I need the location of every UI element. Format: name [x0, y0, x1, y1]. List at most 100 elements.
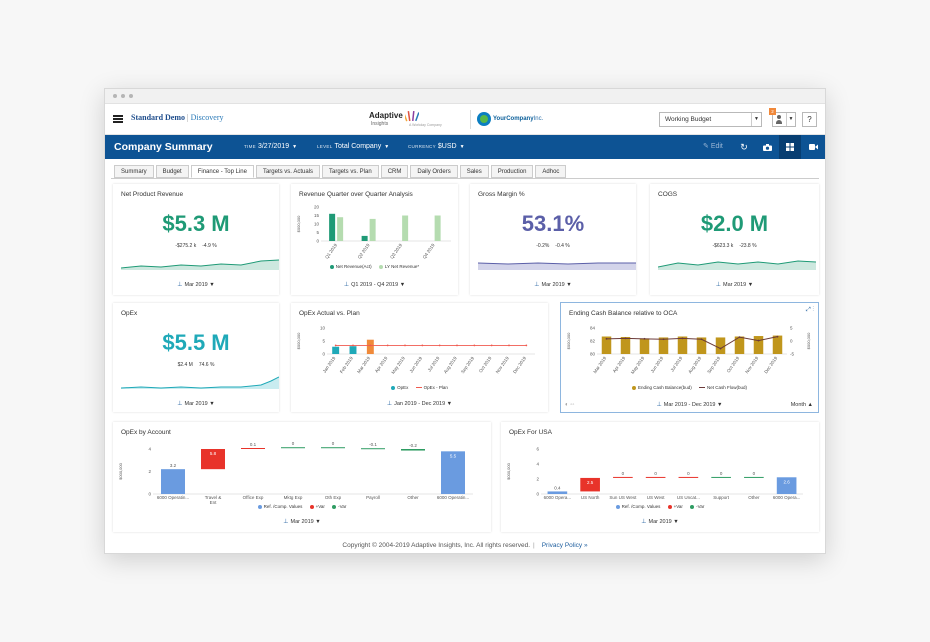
user-menu-button[interactable]: 2 ▼: [769, 108, 796, 127]
legend-item: LY Net Revenue*: [378, 264, 419, 269]
pin-icon: ⊥: [343, 282, 350, 288]
bar: [658, 337, 669, 354]
budget-select[interactable]: Working Budget ▼: [659, 112, 762, 127]
sparkline: [121, 376, 279, 389]
period-selector[interactable]: ⊥ Mar 2019 ▼: [715, 282, 754, 288]
tab-finance-top-line[interactable]: Finance - Top Line: [190, 165, 254, 178]
period-selector[interactable]: ⊥ Mar 2019 ▼: [177, 282, 215, 288]
card-net-product-revenue[interactable]: Net Product Revenue $5.3 M -$275.2 k -4.9…: [113, 184, 279, 295]
tab-adhoc[interactable]: Adhoc: [535, 165, 567, 178]
card-gross-margin[interactable]: Gross Margin % 53.1% -0.2% -0.4 % ⊥ Mar 20…: [470, 184, 636, 295]
y2-tick-label: 0: [790, 339, 793, 344]
card-opex[interactable]: OpEx $5.5 M $2.4 M 74.6 % ⊥ Mar 2019 ▼: [113, 303, 279, 412]
period-selector[interactable]: ⊥ Mar 2019 ▼: [177, 401, 215, 407]
card-revenue-qoq[interactable]: Revenue Quarter over Quarter Analysis 20…: [291, 184, 458, 295]
bar: [677, 336, 688, 354]
privacy-policy-link[interactable]: Privacy Policy »: [541, 542, 588, 549]
y-tick-label: 4: [148, 447, 151, 452]
refresh-icon[interactable]: ↻: [740, 141, 748, 152]
period-selector[interactable]: ⊥ Mar 2019 ▼: [534, 282, 572, 288]
grid-view-icon[interactable]: [779, 135, 801, 159]
period-selector[interactable]: ⊥ Q1 2019 - Q4 2019 ▼: [343, 282, 406, 288]
data-label: 0: [292, 441, 295, 446]
waterfall-bar: [580, 477, 600, 492]
card-opex-usa[interactable]: OpEx For USA 6 4 2 0 $000,000 0.4 6000 Opera..…: [501, 422, 819, 532]
app-title[interactable]: Standard Demo | Discovery: [131, 113, 224, 122]
camera-icon[interactable]: [756, 135, 778, 159]
granularity-selector[interactable]: Month ▲: [790, 402, 813, 408]
period-selector[interactable]: ⊥ Jan 2019 - Dec 2019 ▼: [386, 401, 453, 407]
time-selector[interactable]: TIME 3/27/2019 ▼: [244, 143, 298, 150]
x-tick-label: Ent: [210, 500, 218, 505]
x-tick-label: US West: [647, 495, 665, 500]
edit-button[interactable]: ✎ Edit: [703, 143, 723, 150]
menu-icon[interactable]: [113, 115, 123, 123]
x-tick-label: Oct 2019: [726, 355, 741, 373]
company-logo-icon: [477, 112, 491, 126]
chevron-down-icon: ▼: [786, 113, 795, 126]
plan-point: [525, 344, 528, 347]
page-title: Company Summary: [114, 141, 213, 153]
expand-icon[interactable]: ⤢: [806, 307, 811, 313]
help-button[interactable]: ?: [802, 112, 817, 127]
period-selector[interactable]: ⊥ Mar 2019 ▼: [641, 519, 679, 525]
divider: [470, 110, 471, 129]
data-label: 0: [720, 471, 723, 476]
level-selector[interactable]: LEVEL Total Company ▼: [317, 143, 390, 150]
tab-sales[interactable]: Sales: [459, 165, 489, 178]
x-tick-label: Mar 2019: [592, 355, 607, 374]
currency-selector[interactable]: CURRENCY $USD ▼: [408, 143, 465, 150]
y-axis-label: $000,000: [119, 462, 123, 479]
video-icon[interactable]: [802, 135, 824, 159]
x-tick-label: Feb 2019: [339, 355, 354, 374]
x-tick-label: 6000 Operatin...: [157, 495, 189, 500]
x-tick-label: May 2019: [390, 355, 406, 374]
legend-item: +Var: [667, 504, 683, 509]
x-tick-label: Travel &: [205, 495, 222, 500]
waterfall-bar: [645, 476, 666, 478]
waterfall-bar: [613, 476, 633, 478]
bar: [696, 337, 707, 354]
card-ending-cash[interactable]: Ending Cash Balance relative to OCA ⤢ ⋮ …: [560, 302, 819, 413]
y2-tick-label: -5: [790, 352, 794, 357]
chart-toggle-icon[interactable]: ◐ ◦◦: [565, 402, 575, 408]
period-selector[interactable]: ⊥ Mar 2019 - Dec 2019 ▼: [656, 402, 723, 408]
card-cogs[interactable]: COGS $2.0 M -$623.3 k -23.8 % ⊥ Mar 2019 ▼: [650, 184, 819, 295]
waterfall-bar: [744, 476, 764, 478]
x-tick-label: Mktg Exp: [284, 495, 303, 500]
x-tick-label: Sun US West: [609, 495, 637, 500]
bar: [366, 339, 374, 354]
waterfall-bar: [441, 451, 465, 494]
y-tick-label: 0: [148, 492, 151, 497]
legend-item: Ref. /Comp. Values: [257, 504, 302, 509]
x-tick-label: Q2 2019: [357, 242, 371, 259]
period-selector[interactable]: ⊥ Mar 2019 ▼: [283, 519, 321, 525]
legend-item: Ending Cash Balance(bud): [631, 385, 692, 390]
tab-crm[interactable]: CRM: [380, 165, 409, 178]
x-tick-label: 6000 Operatin...: [437, 495, 469, 500]
data-label: 5.5: [450, 453, 457, 458]
card-opex-vs-plan[interactable]: OpEx Actual vs. Plan 10 5 0 $000,000 Jan 201…: [291, 303, 548, 412]
card-opex-by-account[interactable]: OpEx by Account 4 2 0 $000,000 3.2 6000 Opera…: [113, 422, 491, 532]
sparkline: [658, 260, 816, 270]
x-tick-label: May 2019: [630, 355, 646, 374]
x-tick-label: Nov 2019: [744, 355, 759, 374]
x-tick-label: Apr 2019: [612, 355, 627, 373]
waterfall-bar: [321, 447, 345, 449]
x-tick-label: 6000 Opera...: [544, 495, 572, 500]
tab-targets-vs-plan[interactable]: Targets vs. Plan: [322, 165, 379, 178]
data-label: 0.1: [250, 442, 257, 447]
window-chrome: [105, 89, 825, 104]
tab-budget[interactable]: Budget: [155, 165, 189, 178]
tab-summary[interactable]: Summary: [114, 165, 154, 178]
more-icon[interactable]: ⋮: [812, 307, 814, 313]
user-icon: [777, 115, 781, 119]
tab-targets-vs-actuals[interactable]: Targets vs. Actuals: [255, 165, 320, 178]
x-tick-label: Office Exp: [243, 495, 264, 500]
bar: [753, 336, 764, 354]
x-tick-label: Q3 2019: [389, 242, 403, 259]
y-axis-label: $000,000: [567, 332, 571, 349]
tab-production[interactable]: Production: [490, 165, 534, 178]
tab-daily-orders[interactable]: Daily Orders: [410, 165, 458, 178]
x-tick-label: Aug 2019: [687, 355, 702, 374]
